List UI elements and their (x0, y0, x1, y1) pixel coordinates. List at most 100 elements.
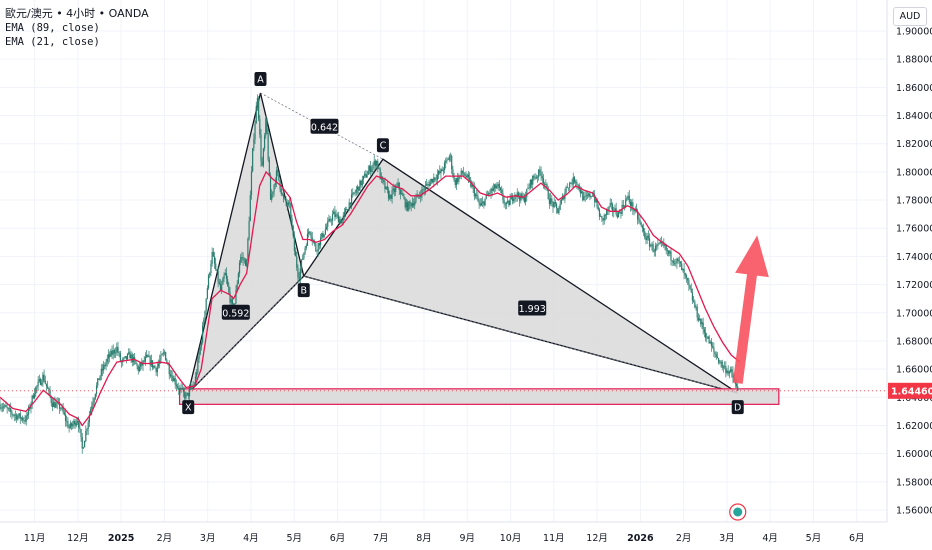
candle-body (671, 260, 673, 261)
candle-body (731, 369, 733, 372)
pattern-point-d[interactable] (731, 400, 744, 415)
current-price-tag[interactable] (888, 382, 932, 399)
candle-body (554, 202, 556, 204)
candle-body (342, 215, 344, 221)
candle-body (171, 375, 173, 377)
candle-body (62, 407, 64, 413)
candle-body (399, 189, 402, 195)
candle-body (594, 195, 596, 203)
candle-body (43, 374, 45, 381)
price-tick-label: 1.68000 (896, 336, 932, 347)
candle-body (217, 270, 219, 282)
candle-body (644, 231, 646, 238)
time-tick-label: 6月 (849, 533, 865, 544)
ema-slow-label[interactable]: EMA (89, close) (5, 22, 100, 34)
candle-body (440, 169, 442, 174)
ratio-badge[interactable] (221, 304, 250, 320)
candle-body (442, 170, 444, 172)
price-tick-label: 1.62000 (896, 421, 932, 432)
candle-body (31, 395, 33, 405)
candle-body (383, 179, 385, 183)
symbol-title[interactable]: 歐元/澳元 • 4小时 • OANDA (5, 7, 149, 20)
candle-body (541, 176, 543, 179)
candle-body (371, 168, 373, 173)
pattern-point-label: C (380, 141, 387, 152)
candle-body (319, 237, 322, 246)
candle-body (484, 198, 486, 206)
pattern-point-b[interactable] (297, 283, 310, 298)
drawing-overlay[interactable]: X A B C D 0.592 0.642 1.993 (0, 71, 887, 521)
pattern-point-x[interactable] (182, 400, 195, 415)
candle-body (215, 263, 217, 270)
candle-body (461, 170, 464, 173)
candle-body (591, 196, 593, 197)
candle-body (305, 245, 307, 248)
candle-body (66, 420, 68, 422)
price-tick-label: 1.80000 (896, 167, 932, 178)
candle-body (246, 259, 248, 267)
candle-body (345, 209, 347, 212)
candle-body (44, 380, 46, 384)
candle-body (604, 214, 607, 216)
candle-body (412, 203, 415, 206)
candle-body (237, 273, 239, 284)
candle-body (19, 413, 21, 419)
candle-body (256, 97, 259, 107)
candle-body (409, 201, 411, 204)
candle-body (588, 193, 590, 197)
candle-body (68, 427, 70, 429)
bullish-arrow[interactable] (732, 235, 769, 384)
candle-body (79, 427, 81, 430)
candle-body (426, 184, 428, 186)
candle-body (199, 346, 201, 355)
candle-body (49, 390, 51, 397)
ema-fast-label[interactable]: EMA (21, close) (5, 36, 100, 48)
ema-fast-line[interactable] (0, 170, 741, 427)
ratio-label: 1.993 (519, 304, 546, 315)
currency-selector[interactable]: AUD (893, 7, 927, 26)
candle-body (640, 222, 642, 226)
candle-body (566, 187, 568, 188)
candle-body (610, 203, 612, 205)
candle-body (166, 360, 168, 363)
candle-body (523, 197, 525, 202)
candle-body (552, 201, 554, 208)
time-axis[interactable]: 11月 12月 2025 2月 3月 4月 5月 6月 7月 8月 9月 10月 11月 12月 2026 2… (0, 521, 887, 544)
candle-body (595, 199, 597, 203)
candle-body (26, 414, 29, 416)
candle-body (211, 252, 213, 264)
candle-body (253, 139, 255, 149)
pattern-point-label: A (257, 74, 264, 85)
ratio-badge[interactable] (310, 118, 339, 134)
candle-body (2, 406, 5, 408)
ratio-label: 0.642 (311, 122, 338, 133)
candle-body (155, 368, 157, 373)
candle-body (389, 194, 391, 199)
support-zone-box[interactable] (178, 388, 780, 405)
candle-body (592, 195, 595, 197)
candle-body (337, 215, 340, 223)
candle-body (249, 195, 251, 222)
candle-body (701, 322, 703, 325)
candle-body (242, 257, 244, 260)
candle-body (274, 182, 276, 185)
candle-body (263, 135, 266, 149)
candle-body (287, 202, 290, 205)
candle-body (347, 209, 349, 211)
candle-body (454, 180, 456, 186)
candle-body (181, 388, 183, 389)
candle-body (67, 421, 69, 428)
candle-body (602, 218, 604, 221)
price-axis[interactable]: 1.560001.580001.600001.620001.640001.660… (886, 0, 932, 522)
candle-body (546, 184, 548, 189)
candle-body (524, 197, 527, 202)
candle-body (424, 185, 427, 191)
candle-body (53, 401, 55, 407)
candle-body (348, 202, 350, 210)
pattern-point-c[interactable] (376, 138, 389, 153)
candle-body (169, 374, 172, 377)
candle-body (78, 421, 80, 428)
ratio-badge[interactable] (518, 300, 547, 316)
pattern-point-a[interactable] (254, 71, 267, 86)
